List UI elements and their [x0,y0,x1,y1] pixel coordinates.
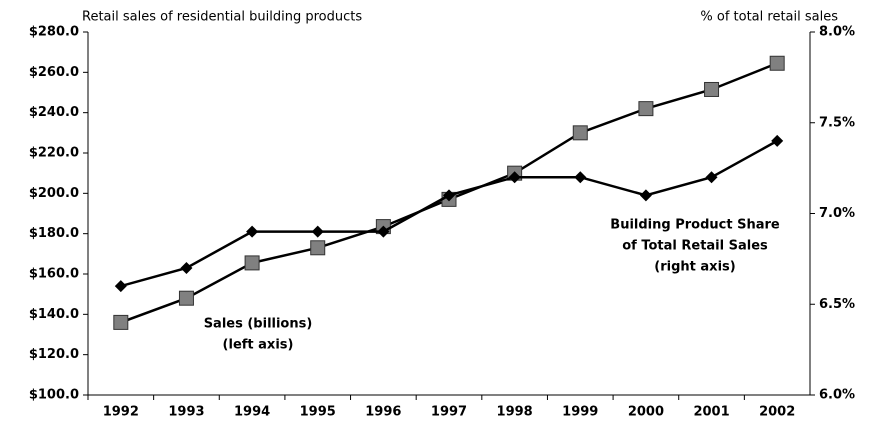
marker [311,225,324,238]
annotation: (right axis) [654,260,735,275]
x-tick-label: 2000 [628,405,664,420]
marker [310,240,326,256]
y2-title: % of total retail sales [700,10,838,25]
marker [377,225,390,238]
y-tick-label: $200.0 [29,186,79,201]
y-tick-label: $100.0 [29,388,79,403]
marker [574,171,587,184]
annotation: Sales (billions) [204,317,313,332]
y-tick-label: $140.0 [29,307,79,322]
marker [508,171,521,184]
x-tick-label: 1998 [497,405,533,420]
y2-tick-label: 8.0% [819,25,855,40]
marker [246,225,259,238]
x-tick-label: 1994 [234,405,270,420]
y2-tick-label: 7.5% [819,115,855,130]
chart-title: Retail sales of residential building pro… [82,10,362,25]
marker [638,101,654,117]
y2-tick-label: 7.0% [819,206,855,221]
marker [771,134,784,147]
marker [443,189,455,202]
y-tick-label: $120.0 [29,347,79,362]
marker [114,280,127,293]
marker [113,314,129,330]
y-tick-label: $160.0 [29,267,79,282]
x-tick-label: 1995 [300,405,336,420]
marker [180,261,193,274]
marker [769,55,785,71]
y2-tick-label: 6.0% [819,388,855,403]
x-tick-label: 2002 [759,405,795,420]
marker [178,290,194,306]
y-tick-label: $240.0 [29,105,79,120]
annotation: of Total Retail Sales [622,239,768,254]
x-tick-label: 1993 [168,405,204,420]
annotation: (left axis) [223,338,294,353]
marker [244,255,260,271]
y-tick-label: $280.0 [29,25,79,40]
x-tick-label: 1999 [562,405,598,420]
annotation: Building Product Share [610,218,780,233]
x-tick-label: 1992 [103,405,139,420]
x-tick-label: 2001 [693,405,729,420]
y-tick-label: $180.0 [29,226,79,241]
marker [705,171,718,184]
y-tick-label: $260.0 [29,65,79,80]
marker [704,81,720,97]
marker [572,125,588,141]
y-tick-label: $220.0 [29,146,79,161]
y2-tick-label: 6.5% [819,297,855,312]
x-tick-label: 1997 [431,405,467,420]
marker [639,189,652,202]
x-tick-label: 1996 [365,405,401,420]
